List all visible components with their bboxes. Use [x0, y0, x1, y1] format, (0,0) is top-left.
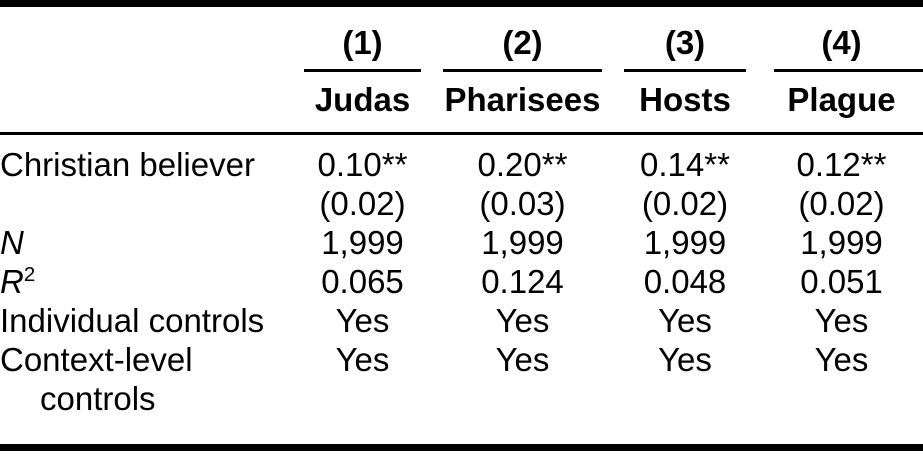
row-label-christian-believer: Christian believer [0, 146, 255, 183]
r2-cell: 0.051 [800, 263, 883, 300]
coef-cell: 0.10** [317, 146, 408, 183]
row-label-n: N [0, 223, 290, 262]
se-cell: (0.02) [319, 185, 406, 222]
header-spacer-cell [0, 4, 290, 73]
controls-cell: Yes [814, 341, 869, 378]
se-cell: (0.02) [798, 185, 885, 222]
r-squared-row: R2 0.065 0.124 0.048 0.051 [0, 262, 923, 301]
se-cell: (0.02) [641, 185, 729, 222]
n-cell: 1,999 [481, 224, 564, 261]
column-header-pharisees: Pharisees [435, 72, 610, 135]
r2-cell: 0.048 [643, 263, 727, 300]
context-label-line1: Context-level [0, 341, 193, 378]
column-header-hosts: Hosts [610, 72, 760, 135]
model-number-label: (4) [821, 24, 862, 61]
column-header-judas: Judas [290, 72, 435, 135]
header-spacer-cell [0, 72, 290, 135]
column-spanner-rule [304, 69, 421, 72]
column-number-1: (1) [290, 4, 435, 72]
controls-cell: Yes [658, 302, 712, 339]
se-cell: (0.03) [479, 185, 566, 222]
column-spanner-rule [774, 69, 923, 72]
coef-cell: 0.20** [477, 146, 568, 183]
r-symbol: R [0, 263, 24, 300]
model-number-label: (2) [502, 24, 543, 61]
row-label-r-squared: R2 [0, 262, 290, 301]
coef-cell: 0.12** [796, 146, 887, 183]
n-symbol: N [0, 224, 24, 261]
n-cell: 1,999 [321, 224, 404, 261]
column-spanner-rule [624, 69, 746, 72]
controls-cell: Yes [658, 341, 712, 378]
column-header-plague: Plague [760, 72, 923, 135]
controls-cell: Yes [335, 302, 390, 339]
n-cell: 1,999 [643, 224, 727, 261]
individual-controls-row: Individual controls Yes Yes Yes Yes [0, 301, 923, 340]
column-number-4: (4) [760, 4, 923, 72]
sample-size-row: N 1,999 1,999 1,999 1,999 [0, 223, 923, 262]
controls-cell: Yes [814, 302, 869, 339]
column-spanner-rule [443, 69, 602, 72]
coef-cell: 0.14** [640, 146, 730, 183]
model-number-label: (3) [664, 24, 706, 61]
r2-cell: 0.124 [481, 263, 564, 300]
table-header: (1) (2) (3) (4) Judas Ph [0, 4, 923, 135]
model-number-row: (1) (2) (3) (4) [0, 4, 923, 73]
r2-cell: 0.065 [321, 263, 404, 300]
outcome-name-row: Judas Pharisees Hosts Plague [0, 72, 923, 135]
model-number-label: (1) [342, 24, 383, 61]
column-number-3: (3) [610, 4, 760, 72]
squared-exponent: 2 [23, 263, 36, 286]
coefficient-row: Christian believer 0.10** 0.20** 0.14** … [0, 134, 923, 185]
controls-cell: Yes [335, 341, 390, 378]
n-cell: 1,999 [800, 224, 883, 261]
row-label-context-level-controls: Context-level controls [0, 340, 290, 448]
table-body: Christian believer 0.10** 0.20** 0.14** … [0, 134, 923, 448]
standard-error-row: (0.02) (0.03) (0.02) (0.02) [0, 184, 923, 223]
context-controls-row: Context-level controls Yes Yes Yes Yes [0, 340, 923, 448]
controls-cell: Yes [495, 341, 550, 378]
controls-cell: Yes [495, 302, 550, 339]
column-number-2: (2) [435, 4, 610, 72]
context-label-line2: controls [40, 380, 156, 417]
row-label-empty [0, 184, 290, 223]
row-label-individual-controls: Individual controls [0, 302, 265, 339]
